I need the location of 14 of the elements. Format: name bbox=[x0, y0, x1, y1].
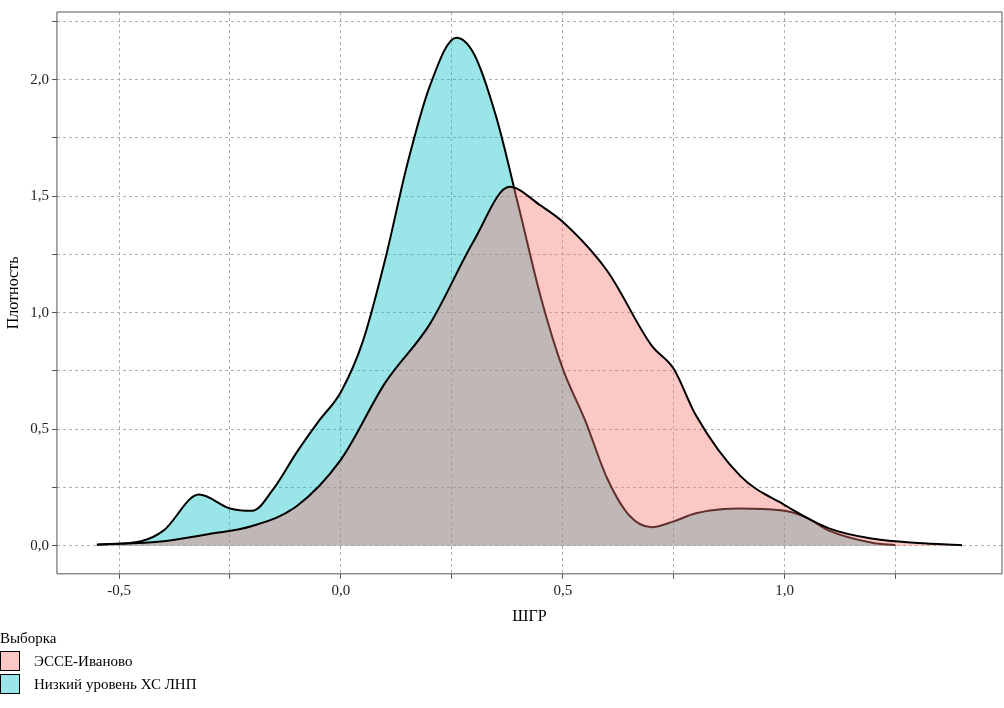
y-axis-title: Плотность bbox=[3, 256, 21, 330]
y-tick-label: 1,0 bbox=[30, 303, 49, 320]
y-tick-label: 2,0 bbox=[30, 70, 49, 87]
y-tick-label: 0,5 bbox=[30, 420, 49, 437]
x-tick-label: 0,5 bbox=[553, 581, 573, 598]
legend-title: Выборка bbox=[0, 630, 57, 647]
x-tick-label: 1,0 bbox=[775, 581, 794, 598]
x-axis-title: ШГР bbox=[512, 606, 547, 624]
x-tick-label: -0,5 bbox=[107, 581, 131, 598]
y-tick-label: 0,0 bbox=[30, 536, 49, 553]
legend-label: ЭССЕ-Иваново bbox=[34, 652, 133, 670]
legend-label: Низкий уровень ХС ЛНП bbox=[34, 675, 197, 693]
x-tick-label: 0,0 bbox=[331, 581, 351, 598]
y-tick-label: 1,5 bbox=[30, 187, 49, 204]
